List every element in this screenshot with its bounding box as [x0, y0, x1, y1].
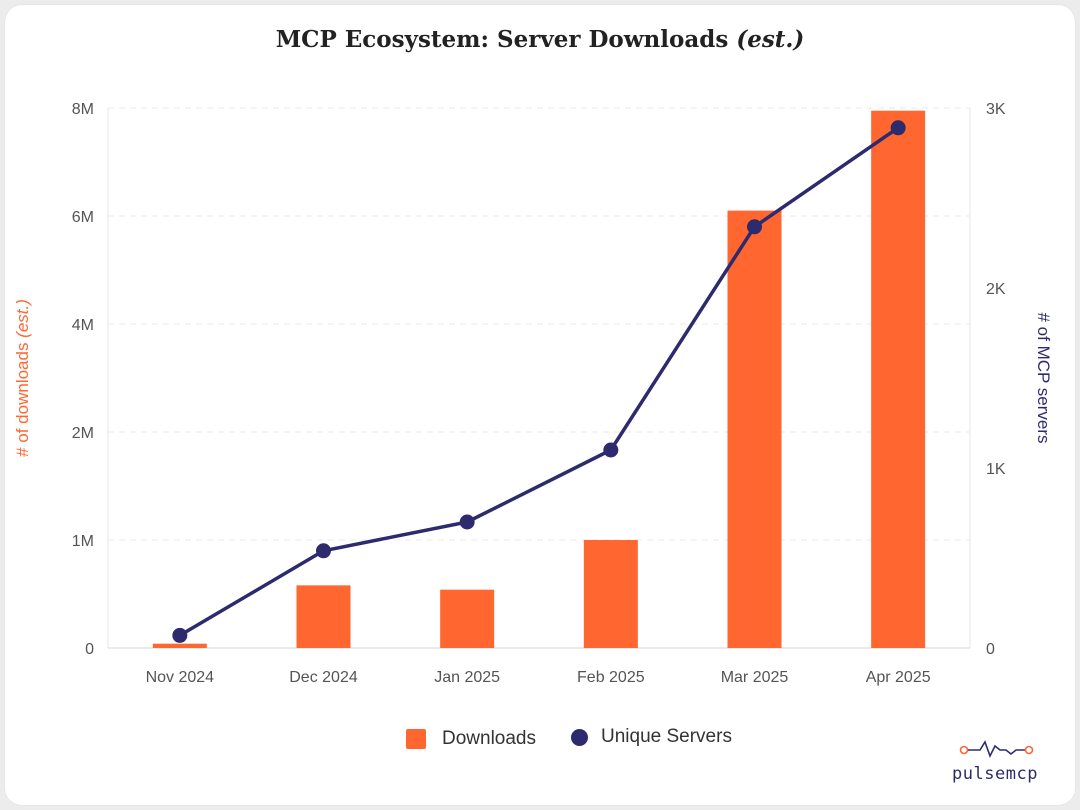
- left-axis-title-main: # of downloads: [13, 338, 32, 457]
- downloads-bar: [152, 643, 207, 648]
- left-axis-title-suffix: (est.): [13, 299, 32, 338]
- x-tick-label: Jan 2025: [434, 669, 500, 686]
- servers-swatch: [571, 728, 588, 746]
- downloads-bar: [727, 210, 782, 648]
- legend-label-servers: Unique Servers: [601, 726, 732, 747]
- legend-item-servers[interactable]: Unique Servers: [571, 726, 732, 748]
- left-axis-title: # of downloads (est.): [13, 299, 32, 457]
- x-tick-label: Dec 2024: [289, 669, 358, 686]
- left-tick-label: 2M: [72, 425, 94, 442]
- servers-line: [178, 126, 900, 637]
- right-tick-label: 2K: [986, 281, 1006, 298]
- pulsemcp-logo: pulsemcp: [950, 736, 1040, 786]
- downloads-bar: [296, 585, 351, 648]
- left-tick-label: 8M: [72, 101, 94, 118]
- servers-point: [603, 442, 619, 458]
- servers-point: [890, 120, 906, 136]
- downloads-bar: [440, 589, 495, 648]
- servers-point: [316, 543, 331, 559]
- legend-label-downloads: Downloads: [442, 728, 536, 749]
- chart-title-main: MCP Ecosystem: Server Downloads: [275, 26, 729, 53]
- downloads-bar: [871, 110, 926, 648]
- servers-point: [172, 627, 188, 643]
- left-tick-label: 6M: [72, 209, 94, 226]
- servers-point: [747, 219, 762, 235]
- left-tick-label: 0: [85, 641, 94, 658]
- right-tick-label: 1K: [986, 461, 1006, 478]
- chart-title-suffix: (est.): [736, 26, 805, 53]
- chart-title: MCP Ecosystem: Server Downloads (est.): [0, 26, 1080, 53]
- downloads-swatch: [406, 729, 426, 749]
- servers-point: [459, 514, 475, 530]
- logo-text: pulsemcp: [952, 764, 1038, 784]
- left-tick-label: 1M: [72, 533, 94, 550]
- left-tick-label: 4M: [72, 317, 94, 334]
- right-axis-title: # of MCP servers: [1034, 312, 1053, 443]
- x-tick-label: Apr 2025: [866, 669, 931, 686]
- downloads-bar: [583, 540, 638, 648]
- right-tick-label: 3K: [986, 101, 1006, 118]
- legend-item-downloads[interactable]: Downloads: [406, 728, 536, 750]
- legend: Downloads Unique Servers: [0, 726, 1080, 756]
- x-tick-label: Mar 2025: [721, 669, 789, 686]
- right-tick-label: 0: [986, 641, 995, 658]
- pulse-wave-icon: [959, 740, 1034, 759]
- x-tick-label: Feb 2025: [577, 669, 645, 686]
- x-tick-label: Nov 2024: [146, 669, 215, 686]
